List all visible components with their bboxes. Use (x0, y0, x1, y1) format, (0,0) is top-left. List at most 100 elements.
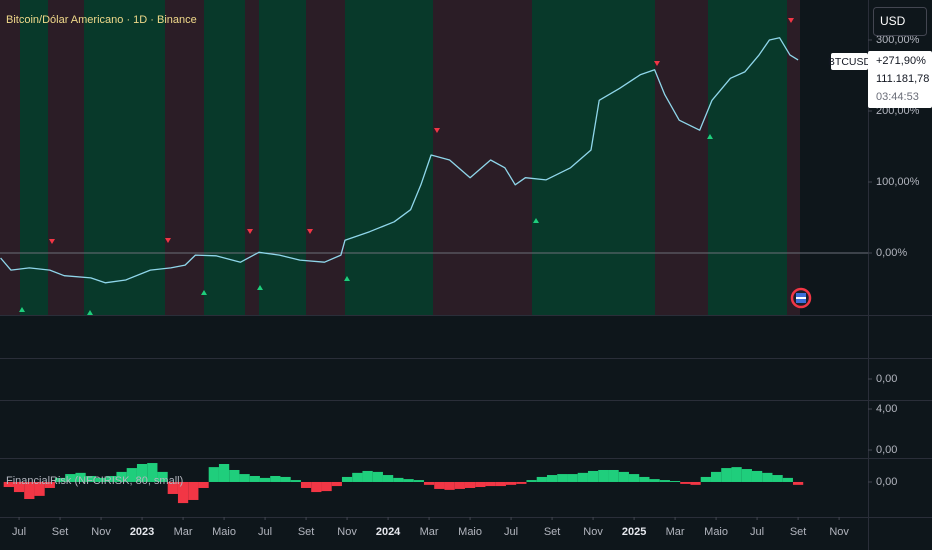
band (48, 0, 84, 315)
x-tick-label: Nov (583, 526, 603, 538)
histogram-bar (403, 479, 414, 482)
histogram-bar (475, 481, 486, 488)
band (165, 0, 204, 315)
histogram-bar (782, 477, 793, 482)
band (84, 0, 165, 315)
signal-markers (19, 134, 713, 315)
buy-marker (344, 276, 350, 281)
histogram-bar (423, 481, 435, 485)
last-value-label: +271,90% (876, 55, 926, 67)
buy-marker (707, 134, 713, 139)
histogram-bar (731, 467, 742, 482)
currency-label[interactable]: USD (880, 14, 906, 28)
x-tick-label: Mar (420, 526, 439, 538)
band (306, 0, 345, 315)
sell-marker (434, 128, 440, 133)
x-tick-label: Jul (750, 526, 764, 538)
histogram-bar (577, 472, 588, 482)
histogram-bar (239, 474, 250, 482)
band (708, 0, 787, 315)
flag-stripe[interactable] (796, 297, 806, 299)
histogram-bar (434, 481, 445, 489)
x-tick-label: Jul (504, 526, 518, 538)
histogram-bar (669, 481, 681, 482)
histogram-bar (157, 471, 168, 482)
histogram-bar (75, 472, 86, 482)
symbol-tag-label: BTCUSD (828, 56, 872, 68)
histogram-bar (259, 477, 271, 482)
histogram-bar (587, 470, 599, 482)
currency-button[interactable]: USD (873, 7, 927, 36)
regime-bands (0, 0, 800, 315)
x-tick-label: Mar (174, 526, 193, 538)
histogram-bar (167, 481, 178, 494)
buy-marker (19, 307, 25, 312)
histogram-bar (321, 481, 332, 492)
x-tick-label: Jul (12, 526, 26, 538)
histogram-bar (13, 481, 25, 493)
band (0, 0, 20, 315)
currency-box[interactable] (873, 7, 927, 36)
histogram-bar (218, 463, 230, 482)
y-tick-label: 300,00% (876, 34, 920, 46)
histogram-bar (147, 463, 158, 482)
histogram-bar (280, 476, 291, 482)
histogram-bar (557, 474, 568, 482)
sell-marker (247, 229, 253, 234)
indicator-title: FinancialRisk (NFCIRISK, 80, small) (6, 475, 183, 487)
buy-marker (201, 290, 207, 295)
band (655, 0, 708, 315)
histogram-bar (536, 476, 547, 482)
band (345, 0, 433, 315)
histogram-bar (352, 472, 363, 482)
histogram-bar (721, 468, 732, 482)
x-tick-label: Mar (666, 526, 685, 538)
y-tick-label: 0,00% (876, 247, 907, 259)
histogram-bar (106, 475, 117, 482)
histogram-bar (444, 481, 455, 490)
sell-marker (307, 229, 313, 234)
histogram-bar (659, 480, 670, 482)
histogram-bar (751, 470, 763, 482)
histogram-bar (649, 479, 660, 482)
histogram-bar (95, 477, 107, 482)
y-tick-label: 100,00% (876, 176, 920, 188)
histogram-bar (54, 477, 66, 482)
chart-title: Bitcoin/Dólar Americano · 1D · Binance (6, 14, 197, 26)
histogram-bar (464, 481, 476, 488)
price-line (0, 37, 799, 284)
histogram-bar (516, 481, 527, 484)
histogram-bar (772, 475, 783, 482)
histogram-bar (454, 481, 465, 489)
symbol-tag: BTCUSD (828, 53, 872, 70)
histogram-bar (505, 481, 517, 485)
histogram-bar (290, 480, 301, 482)
sell-marker (165, 238, 171, 243)
buy-marker (533, 218, 539, 223)
histogram-bar (24, 481, 35, 500)
band (787, 0, 800, 315)
sell-marker (654, 61, 660, 66)
x-tick-label: Nov (829, 526, 849, 538)
histogram-bar (65, 474, 76, 482)
price-tag: +271,90% 111.181,78 03:44:53 (868, 51, 932, 108)
histogram-bar (700, 476, 711, 482)
histogram-bar (188, 481, 199, 500)
histogram-bar (126, 468, 137, 482)
sell-marker (788, 18, 794, 23)
symbol-tag-box (831, 53, 868, 70)
x-tick-label: 2023 (130, 526, 154, 538)
event-flag[interactable] (790, 287, 812, 309)
histogram-bar (690, 481, 701, 485)
countdown: 03:44:53 (876, 91, 919, 103)
histogram-bar (270, 475, 281, 482)
y-tick-label: 0,00 (876, 373, 897, 385)
histogram-bar (608, 469, 619, 482)
histogram-bar (331, 481, 342, 487)
histogram-bar (792, 481, 804, 485)
histogram-bar (249, 475, 260, 482)
buy-marker (87, 310, 93, 315)
x-tick-label: Maio (458, 526, 482, 538)
histogram-bar (710, 471, 722, 482)
x-tick-label: Maio (212, 526, 236, 538)
